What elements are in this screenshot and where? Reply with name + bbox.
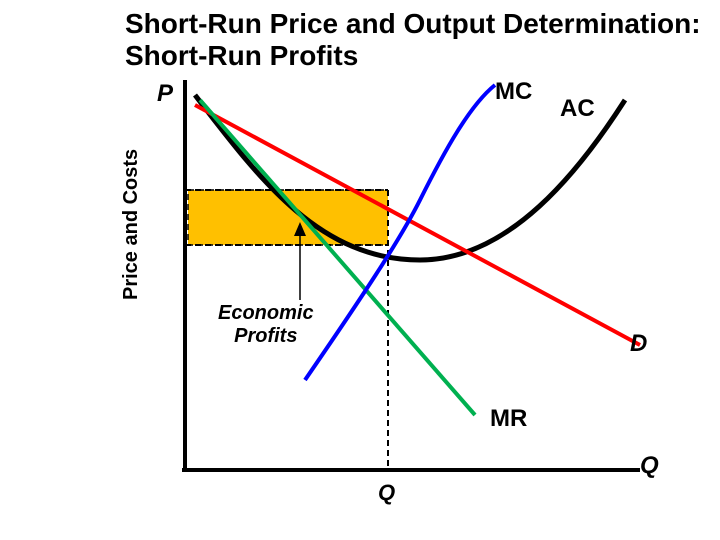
economic-profits-line1: Economic — [218, 302, 314, 324]
economic-profits-line2: Profits — [234, 325, 297, 347]
q-marker-label: Q — [378, 480, 395, 506]
chart-svg — [0, 0, 720, 540]
mc-label: MC — [495, 78, 532, 106]
q-axis-label: Q — [640, 452, 659, 480]
economic-profits-label: Economic Profits — [218, 302, 314, 348]
ac-label: AC — [560, 95, 595, 123]
mr-label: MR — [490, 405, 527, 433]
d-label: D — [630, 330, 647, 358]
